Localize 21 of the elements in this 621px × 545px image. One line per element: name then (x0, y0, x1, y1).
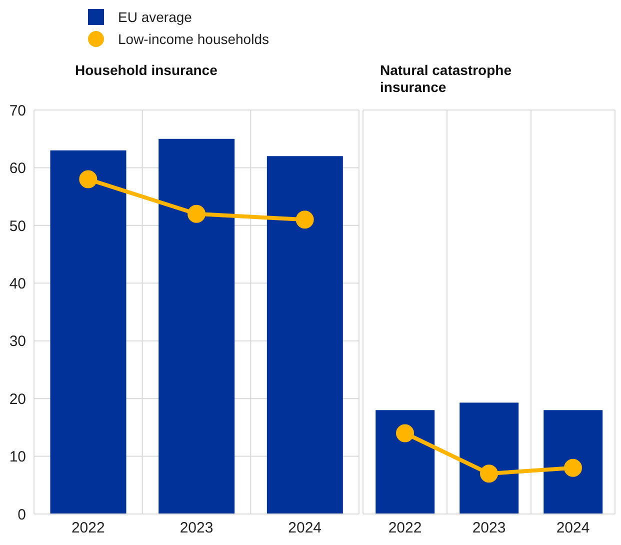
chart-title: Household insurance (75, 62, 218, 79)
legend-label: EU average (118, 9, 192, 25)
x-tick-label: 2023 (472, 520, 506, 537)
point (79, 170, 98, 188)
x-tick-label: 2023 (180, 520, 214, 537)
y-tick-label: 30 (9, 333, 26, 350)
y-tick-label: 70 (9, 102, 26, 120)
legend-label: Low-income households (118, 31, 269, 47)
y-tick-label: 10 (9, 448, 26, 466)
y-tick-label: 50 (9, 218, 26, 235)
x-tick-label: 2022 (388, 520, 422, 537)
y-tick-label: 60 (9, 160, 26, 178)
chart-title: Natural catastrophe insurance (380, 62, 512, 96)
point (296, 210, 314, 229)
x-tick-label: 2024 (556, 520, 590, 537)
point (188, 204, 206, 223)
x-tick-label: 2022 (71, 520, 105, 537)
x-tick-label: 2024 (288, 520, 322, 537)
y-tick-label: 0 (18, 506, 26, 524)
y-tick-label: 20 (9, 390, 26, 408)
y-tick-label: 40 (9, 275, 26, 292)
